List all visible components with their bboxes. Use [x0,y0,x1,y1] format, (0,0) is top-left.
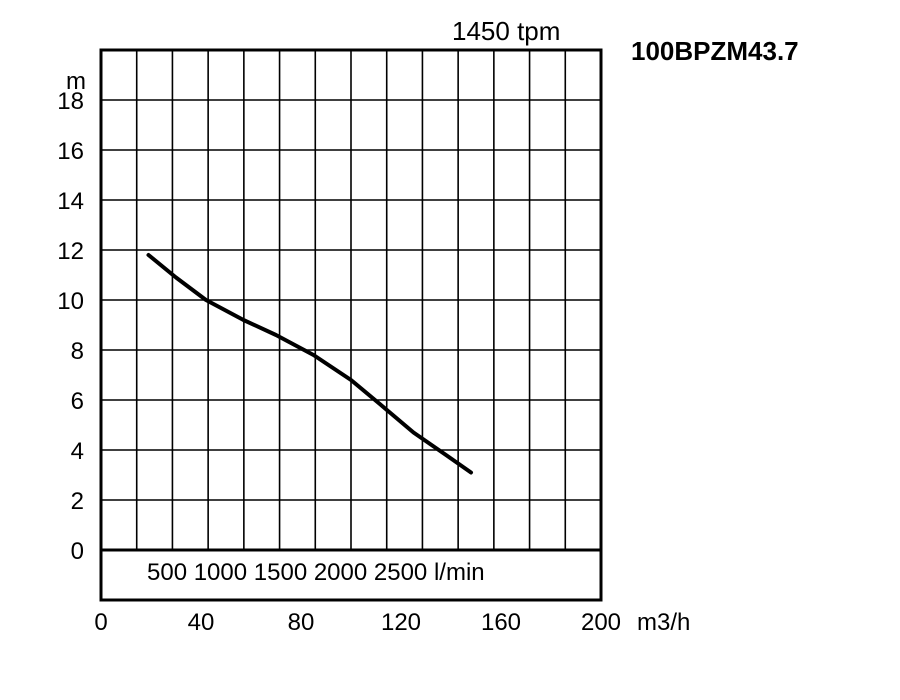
x-tick-label: 0 [94,609,107,636]
plot-frame [99,48,603,602]
y-unit-label: m [66,68,86,95]
lmin-tick-labels: 500 1000 1500 2000 2500 l/min [147,559,485,586]
speed-label: 1450 tpm [452,16,560,46]
y-tick-label: 14 [57,188,84,215]
y-tick-label: 18 [57,88,84,115]
head-curve-line [146,253,473,475]
y-tick-label: 10 [57,288,84,315]
x-unit-label: m3/h [637,609,690,636]
chart-title: 100BPZM43.7 [631,36,799,66]
x-tick-label: 160 [481,609,521,636]
x-tick-label: 80 [288,609,315,636]
x-tick-label: 40 [188,609,215,636]
x-tick-labels: 0 40 80 120 160 200 [94,609,621,636]
y-tick-label: 16 [57,138,84,165]
y-tick-label: 2 [71,488,84,515]
y-tick-label: 4 [71,438,84,465]
y-tick-label: 12 [57,238,84,265]
y-tick-label: 8 [71,338,84,365]
x-tick-label: 200 [581,609,621,636]
grid-lines [101,50,601,550]
y-tick-label: 0 [71,538,84,565]
y-tick-labels: 0 2 4 6 8 10 12 14 16 18 [57,88,84,565]
y-tick-label: 6 [71,388,84,415]
x-tick-label: 120 [381,609,421,636]
